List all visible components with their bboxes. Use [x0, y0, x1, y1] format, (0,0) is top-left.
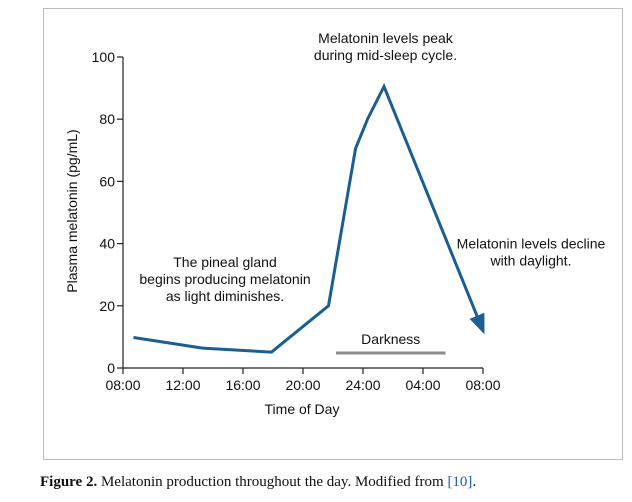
x-tick-label: 04:00: [405, 377, 440, 393]
annotation-line: Melatonin levels peak: [318, 30, 454, 46]
y-axis-label: Plasma melatonin (pg/mL): [64, 129, 80, 292]
figure-frame: [43, 8, 623, 460]
x-tick-label: 20:00: [285, 377, 320, 393]
annotation-line: begins producing melatonin: [139, 271, 310, 287]
caption-reference-link[interactable]: [10]: [447, 474, 473, 490]
x-axis-label: Time of Day: [265, 401, 340, 417]
annotation-text: The pineal gland begins producing melaton…: [139, 254, 310, 304]
y-tick-label: 20: [99, 298, 115, 314]
annotation-line: as light diminishes.: [166, 288, 284, 304]
x-tick-label: 12:00: [165, 377, 200, 393]
arrowhead: [469, 312, 485, 335]
x-tick-label: 08:00: [105, 377, 140, 393]
y-tick-label: 100: [92, 49, 116, 65]
annotation-line: Melatonin levels decline: [457, 235, 606, 251]
annotation-text: Melatonin levels peak during mid-sleep cy…: [314, 30, 457, 63]
annotation-line: with daylight.: [490, 252, 572, 268]
darkness-label: Darkness: [361, 331, 420, 347]
caption-label: Figure 2.: [40, 474, 98, 490]
x-tick-label: 08:00: [465, 377, 500, 393]
annotation-text: Melatonin levels decline with daylight.: [457, 235, 606, 268]
y-tick-label: 40: [99, 236, 115, 252]
melatonin-chart: 0 20 40 60 80 100 08:00 12:00 16:00 20:00 24:00 04:…: [64, 30, 606, 417]
annotations-group: Melatonin levels peak during mid-sleep cy…: [139, 30, 605, 304]
caption-end: .: [472, 474, 477, 490]
x-tick-label: 16:00: [225, 377, 260, 393]
y-tick-label: 60: [99, 173, 115, 189]
figure-caption: Figure 2. Melatonin production throughou…: [40, 474, 620, 491]
series-group: [133, 82, 485, 354]
x-tick-label: 24:00: [345, 377, 380, 393]
series-line: [133, 82, 485, 354]
annotation-line: during mid-sleep cycle.: [314, 47, 457, 63]
axes: 0 20 40 60 80 100 08:00 12:00 16:00 20:00 24:00 04:…: [92, 49, 501, 393]
y-tick-label: 0: [107, 360, 115, 376]
darkness-band-group: Darkness: [336, 331, 446, 355]
annotation-line: The pineal gland: [173, 254, 277, 270]
caption-text: Melatonin production throughout the day.…: [97, 474, 448, 490]
y-tick-label: 80: [99, 111, 115, 127]
